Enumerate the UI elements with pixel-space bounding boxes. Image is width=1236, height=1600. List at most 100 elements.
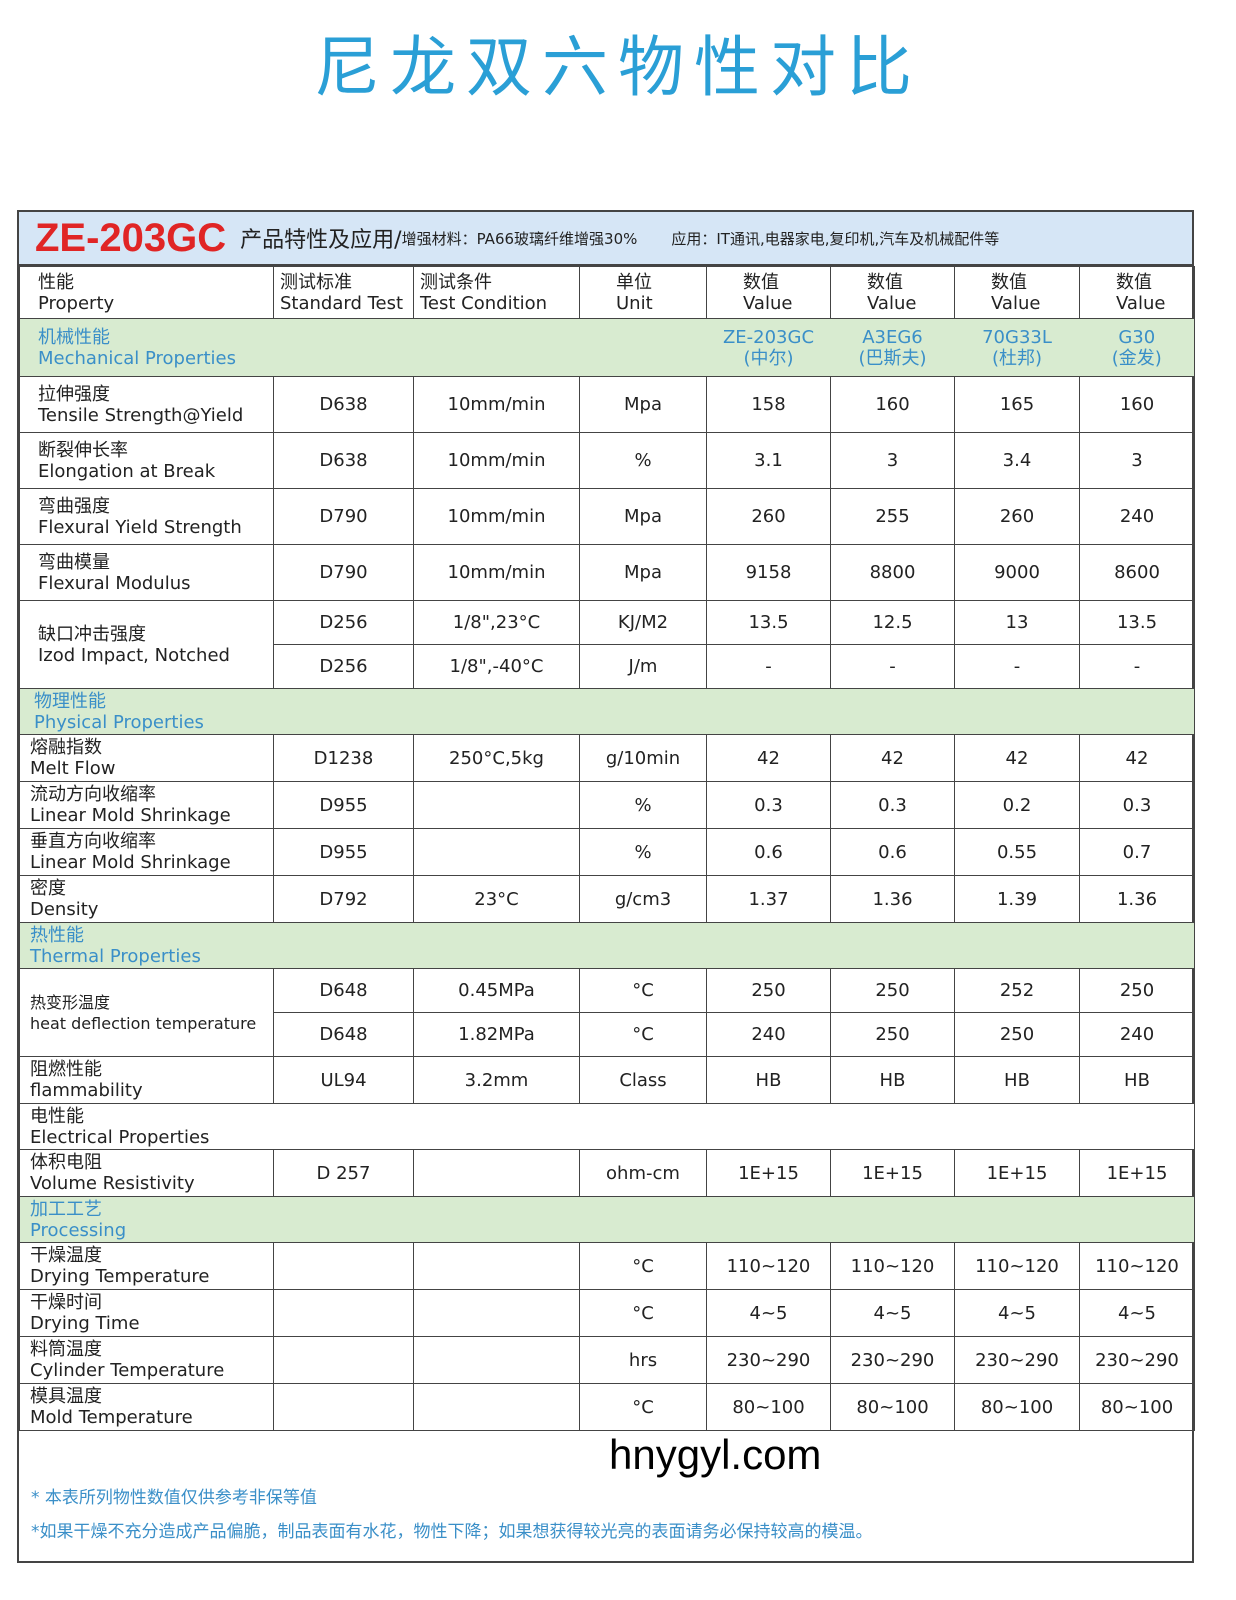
value-cell-text: 230~290 — [850, 1349, 935, 1371]
product-header: ZE-203GC 产品特性及应用/ 增强材料：PA66玻璃纤维增强30% 应用：… — [19, 212, 1192, 266]
value-cell-text: 240 — [1119, 506, 1155, 527]
test-condition — [413, 1383, 580, 1431]
value-cell: 42 — [830, 734, 955, 782]
footnote: *如果干燥不充分造成产品偏脆，制品表面有水花，物性下降；如果想获得较光亮的表面请… — [31, 1522, 873, 1542]
value-cell-text: 252 — [999, 980, 1035, 1001]
value-cell: - — [1079, 644, 1195, 689]
test-condition-text: 1/8",-40°C — [449, 656, 544, 677]
value-cell: HB — [1079, 1056, 1195, 1104]
table-row: 阻燃性能 flammability UL94 3.2mm Class HB HB HB HB — [19, 1056, 1195, 1104]
value-cell: 240 — [1079, 488, 1195, 545]
standard-test-text: D 257 — [316, 1162, 371, 1184]
standard-test-text: D648 — [319, 1024, 368, 1045]
value-cell-text: 3.1 — [754, 450, 783, 471]
unit: °C — [579, 1383, 707, 1431]
table-row: 缺口冲击强度 Izod Impact, Notched D256 1/8",23°C K… — [19, 600, 1195, 689]
product-label-text: G30 — [1118, 326, 1156, 348]
value-cell-text: 1E+15 — [1106, 1162, 1168, 1184]
value-cell-text: 250 — [875, 1024, 910, 1045]
unit: ohm-cm — [579, 1149, 707, 1197]
value-cell: 250 — [706, 968, 831, 1013]
table-row: 弯曲模量 Flexural Modulus D790 10mm/min Mpa 9158 8… — [19, 544, 1195, 601]
test-condition-text: 1.82MPa — [458, 1024, 535, 1045]
property-name: 拉伸强度 Tensile Strength@Yield — [19, 376, 274, 433]
column-header-text: 测试条件 — [420, 271, 492, 293]
column-header-text: Standard Test — [280, 292, 404, 314]
property-name-text: Volume Resistivity — [30, 1173, 195, 1194]
section-title-text: 物理性能 — [34, 690, 106, 712]
watermark: hnygyl.com — [609, 1431, 822, 1478]
value-cell: 80~100 — [1079, 1383, 1195, 1431]
property-name-text: 体积电阻 — [30, 1152, 102, 1173]
product-label — [954, 688, 1080, 735]
test-condition — [413, 1336, 580, 1384]
unit-text: Mpa — [624, 394, 662, 415]
unit: °C — [579, 1289, 707, 1337]
column-header: 数值 Value — [954, 266, 1080, 319]
product-label-text: (中尔) — [743, 347, 794, 369]
model-name: ZE-203GC — [35, 215, 227, 260]
value-cell: 250 — [1079, 968, 1195, 1013]
product-label-text: ZE-203GC — [722, 326, 815, 348]
unit-text: KJ/M2 — [617, 612, 669, 633]
value-cell-text: 1E+15 — [738, 1162, 799, 1184]
test-condition-text: 10mm/min — [447, 562, 546, 583]
section-title-text: Physical Properties — [34, 711, 204, 733]
value-cell: 80~100 — [830, 1383, 955, 1431]
column-header: 数值 Value — [830, 266, 955, 319]
value-cell: 250 — [830, 968, 955, 1013]
value-cell-text: HB — [1004, 1069, 1030, 1091]
value-cell: 13.5 — [706, 600, 831, 645]
column-header-text: Value — [867, 292, 917, 314]
test-condition-text: 10mm/min — [447, 450, 546, 471]
unit: J/m — [579, 644, 707, 689]
property-name-text: 断裂伸长率 — [38, 439, 128, 461]
product-label-text: (金发) — [1111, 347, 1162, 369]
property-name-text: 熔融指数 — [30, 737, 102, 758]
unit-text: Class — [619, 1069, 667, 1091]
property-name-text: Density — [30, 899, 99, 920]
unit: % — [579, 781, 707, 829]
product-label-text: (巴斯夫) — [858, 347, 927, 369]
standard-test: D638 — [273, 432, 414, 489]
property-name-text: flammability — [30, 1080, 143, 1101]
section-title-text: Electrical Properties — [30, 1126, 210, 1148]
table-row: 干燥时间 Drying Time °C 4~5 4~5 4~5 4~5 — [19, 1289, 1195, 1337]
value-cell: 110~120 — [954, 1242, 1080, 1290]
standard-test: D256 — [273, 600, 414, 645]
property-name-text: 模具温度 — [30, 1386, 102, 1407]
value-cell-text: 158 — [751, 394, 786, 415]
value-cell: 230~290 — [1079, 1336, 1195, 1384]
value-cell-text: 42 — [881, 747, 904, 769]
footnote: * 本表所列物性数值仅供参考非保等值 — [31, 1488, 317, 1508]
standard-test — [273, 1242, 414, 1290]
standard-test-text: D792 — [319, 888, 368, 910]
value-cell-text: 250 — [751, 980, 786, 1001]
value-cell: 3 — [830, 432, 955, 489]
property-name-text: Elongation at Break — [38, 460, 216, 482]
value-cell-text: 4~5 — [998, 1302, 1036, 1324]
value-cell: 230~290 — [830, 1336, 955, 1384]
standard-test — [273, 1289, 414, 1337]
section-title-text: Thermal Properties — [30, 945, 201, 967]
value-cell-text: 260 — [999, 506, 1035, 527]
unit: hrs — [579, 1336, 707, 1384]
unit: Mpa — [579, 376, 707, 433]
column-header-text: Value — [991, 292, 1041, 314]
property-name-text: Tensile Strength@Yield — [38, 404, 244, 426]
section-title-text: Mechanical Properties — [38, 347, 236, 369]
header-application: 应用：IT通讯,电器家电,复印机,汽车及机械配件等 — [671, 229, 1000, 248]
property-name-text: 干燥时间 — [30, 1292, 102, 1313]
table-row: 热变形温度 heat deflection temperature D648 0.45… — [19, 968, 1195, 1057]
unit: % — [579, 828, 707, 876]
value-cell: 42 — [1079, 734, 1195, 782]
property-name-text: Drying Temperature — [30, 1266, 210, 1287]
standard-test-text: D955 — [319, 794, 368, 816]
product-label — [830, 1103, 955, 1150]
test-condition-text: 3.2mm — [464, 1069, 529, 1091]
property-name-text: 热变形温度 — [30, 992, 111, 1012]
unit-text: °C — [632, 1396, 654, 1418]
property-name-text: Linear Mold Shrinkage — [30, 852, 231, 873]
product-label — [1079, 922, 1195, 969]
test-condition: 0.45MPa — [413, 968, 580, 1013]
